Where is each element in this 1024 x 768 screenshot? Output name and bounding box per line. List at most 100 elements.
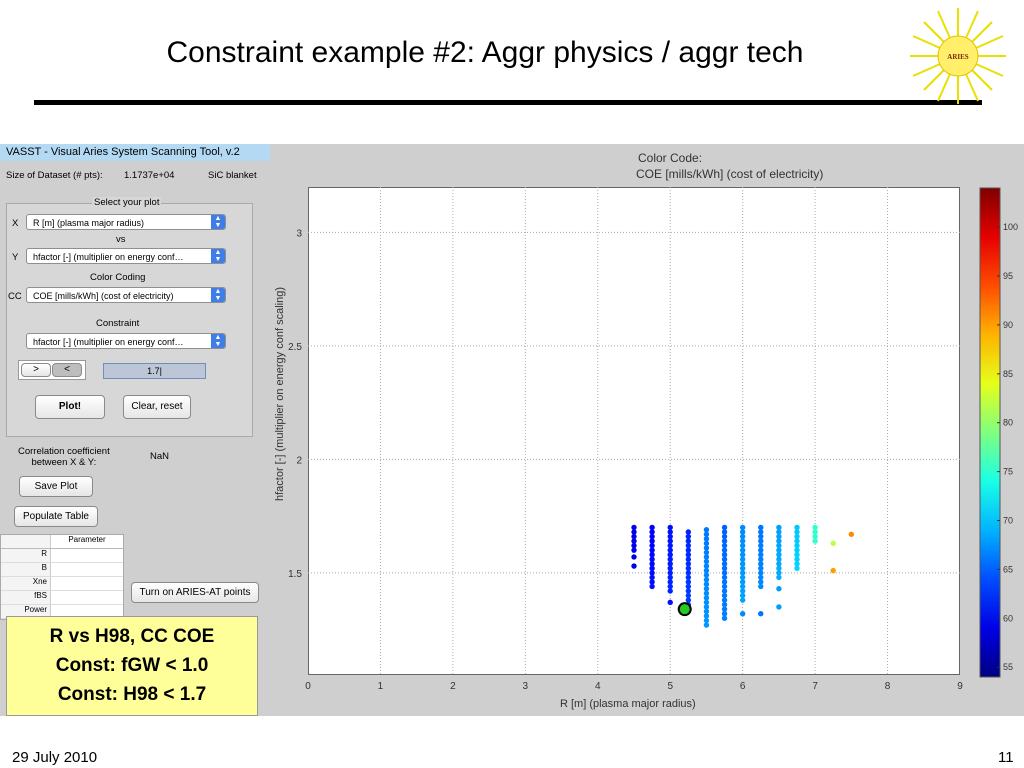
clear-reset-button[interactable]: Clear, reset	[123, 395, 191, 419]
data-point	[739, 547, 746, 553]
greater-than-button[interactable]: >	[21, 363, 51, 377]
x-axis-label: X	[12, 218, 19, 229]
caption-line: Const: fGW < 1.0	[55, 655, 209, 676]
data-point	[667, 542, 673, 549]
colorbar-tick-label: 90	[1003, 320, 1013, 330]
x-tick-label: 2	[450, 681, 456, 692]
less-than-button[interactable]: <	[52, 363, 82, 377]
data-point	[739, 574, 746, 581]
data-point	[703, 586, 710, 592]
data-point	[739, 611, 746, 617]
x-variable-select[interactable]: R [m] (plasma major radius) ▲ ▼	[26, 214, 226, 230]
data-point	[830, 540, 836, 547]
select-plot-heading: Select your plot	[92, 197, 162, 208]
scatter-plot-area[interactable]	[308, 187, 960, 675]
data-point	[739, 538, 746, 544]
table-row[interactable]: fBS	[1, 591, 123, 605]
data-point	[758, 565, 764, 572]
data-point	[685, 579, 692, 585]
data-point	[776, 561, 782, 567]
select-arrows-icon: ▲ ▼	[211, 249, 225, 263]
colorbar	[979, 187, 1001, 678]
y-variable-select[interactable]: hfactor [-] (multiplier on energy conf… ▲…	[26, 248, 226, 264]
caption-box: R vs H98, CC COE Const: fGW < 1.0 Const:…	[6, 616, 258, 716]
data-point	[739, 524, 746, 531]
data-point	[703, 531, 710, 537]
data-point	[685, 542, 692, 549]
data-point	[703, 576, 710, 583]
colorbar-tick-label: 85	[1003, 369, 1013, 379]
data-point	[649, 547, 655, 553]
data-point	[794, 524, 800, 531]
table-row[interactable]: B	[1, 563, 123, 577]
color-variable-select[interactable]: COE [mills/kWh] (cost of electricity) ▲ ▼	[26, 287, 226, 303]
data-point	[721, 601, 728, 608]
table-row[interactable]: Xne	[1, 577, 123, 591]
colorbar-tick-label: 95	[1003, 271, 1013, 281]
data-point	[776, 604, 782, 610]
data-point	[703, 599, 710, 606]
x-tick-label: 4	[595, 681, 601, 692]
data-point	[776, 529, 782, 535]
data-point	[703, 617, 710, 624]
data-point	[667, 574, 673, 581]
data-point	[812, 529, 818, 535]
x-tick-label: 8	[885, 681, 891, 692]
data-point	[776, 586, 782, 592]
plot-button[interactable]: Plot!	[35, 395, 105, 419]
constraint-variable-select[interactable]: hfactor [-] (multiplier on energy conf… ▲…	[26, 333, 226, 349]
data-point	[812, 533, 818, 540]
data-point	[721, 538, 728, 544]
data-point	[758, 547, 764, 553]
correlation-label: Correlation coefficient between X & Y:	[18, 446, 110, 468]
data-point	[794, 547, 800, 553]
colorbar-tick-label: 60	[1003, 613, 1013, 623]
aries-at-points-button[interactable]: Turn on ARIES-AT points	[131, 582, 259, 603]
window-title: VASST - Visual Aries System Scanning Too…	[0, 144, 270, 161]
data-point	[703, 608, 710, 615]
constraint-heading: Constraint	[96, 318, 140, 329]
data-point	[721, 592, 728, 599]
data-point	[703, 558, 710, 565]
data-point	[631, 547, 637, 553]
select-arrows-icon: ▲ ▼	[211, 334, 225, 348]
data-point	[631, 542, 637, 549]
save-plot-button[interactable]: Save Plot	[19, 476, 93, 497]
data-point	[776, 565, 782, 572]
colorbar-tick-label: 55	[1003, 662, 1013, 672]
data-point	[685, 538, 692, 544]
data-point	[631, 533, 637, 540]
data-point	[739, 588, 746, 594]
data-point	[758, 579, 764, 585]
data-point	[794, 565, 800, 572]
data-point	[739, 533, 746, 540]
data-point	[649, 529, 655, 535]
data-point	[721, 606, 728, 612]
data-point	[721, 588, 728, 594]
data-point	[721, 565, 728, 572]
data-point	[649, 524, 655, 531]
data-point	[667, 556, 673, 562]
colorbar-tick-label: 70	[1003, 516, 1013, 526]
data-point	[685, 529, 692, 535]
color-coding-heading: Color Coding	[90, 272, 146, 283]
data-point	[739, 556, 746, 562]
data-point	[703, 622, 710, 628]
table-row[interactable]: R	[1, 549, 123, 563]
data-point	[721, 611, 728, 617]
x-axis-title: R [m] (plasma major radius)	[560, 698, 696, 710]
data-point	[721, 533, 728, 540]
data-point	[649, 574, 655, 581]
constraint-value-input[interactable]: 1.7|	[103, 363, 206, 379]
data-point	[703, 540, 710, 547]
chart-title-line2: COE [mills/kWh] (cost of electricity)	[636, 167, 824, 181]
data-point	[776, 524, 782, 531]
data-point	[758, 574, 764, 581]
data-point	[649, 570, 655, 576]
populate-table-button[interactable]: Populate Table	[14, 506, 98, 527]
data-point	[703, 545, 710, 551]
caption-line: R vs H98, CC COE	[49, 626, 215, 647]
data-point	[721, 570, 728, 576]
slide-title: Constraint example #2: Aggr physics / ag…	[166, 36, 804, 69]
data-point	[685, 588, 692, 594]
